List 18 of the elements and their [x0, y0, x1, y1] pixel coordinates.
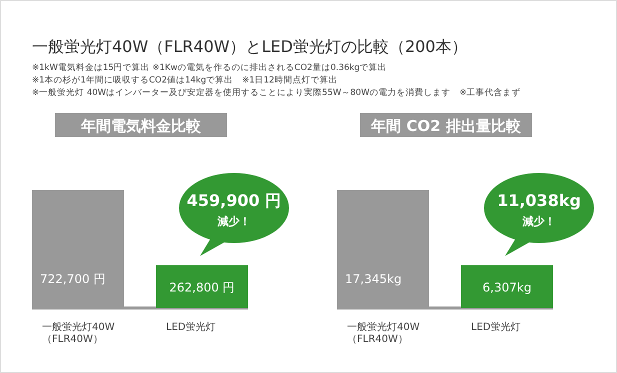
annotation: 459,900 円 [186, 191, 282, 210]
annotation: 減少！ [522, 215, 556, 228]
x-tick-label: 一般蛍光灯40W （FLR40W） [347, 321, 420, 345]
x-tick-label: 一般蛍光灯40W （FLR40W） [42, 321, 115, 345]
data-label: 262,800 円 [169, 280, 235, 295]
data-label: 722,700 円 [40, 272, 106, 286]
text: ※1kW電気料金は15円で算出 ※1Kwの電気を作るのに排出されるCO2量は0.36kgで算出 [32, 62, 387, 73]
text: ※1本の杉が1年間に吸収するCO2値は14kgで算出 ※1日12時間点灯で算出 [32, 74, 338, 86]
chart-subtitle: 年間 CO2 排出量比較 [370, 117, 522, 135]
data-label: 6,307kg [482, 280, 532, 295]
chart-title: 一般蛍光灯40W（FLR40W）とLED蛍光灯の比較（200本） [32, 37, 468, 56]
x-tick-label: LED蛍光灯 [471, 321, 521, 333]
x-tick-label: LED蛍光灯 [166, 321, 216, 333]
data-label: 17,345kg [345, 272, 402, 286]
text: ※一般蛍光灯 40Wはインバーター及び安定器を使用することにより実際55W～80Wの電力を消費します ※工事代含まず [32, 87, 521, 98]
annotation: 減少！ [216, 215, 250, 228]
chart-subtitle: 年間電気料金比較 [80, 117, 202, 135]
annotation: 11,038kg [497, 191, 581, 210]
